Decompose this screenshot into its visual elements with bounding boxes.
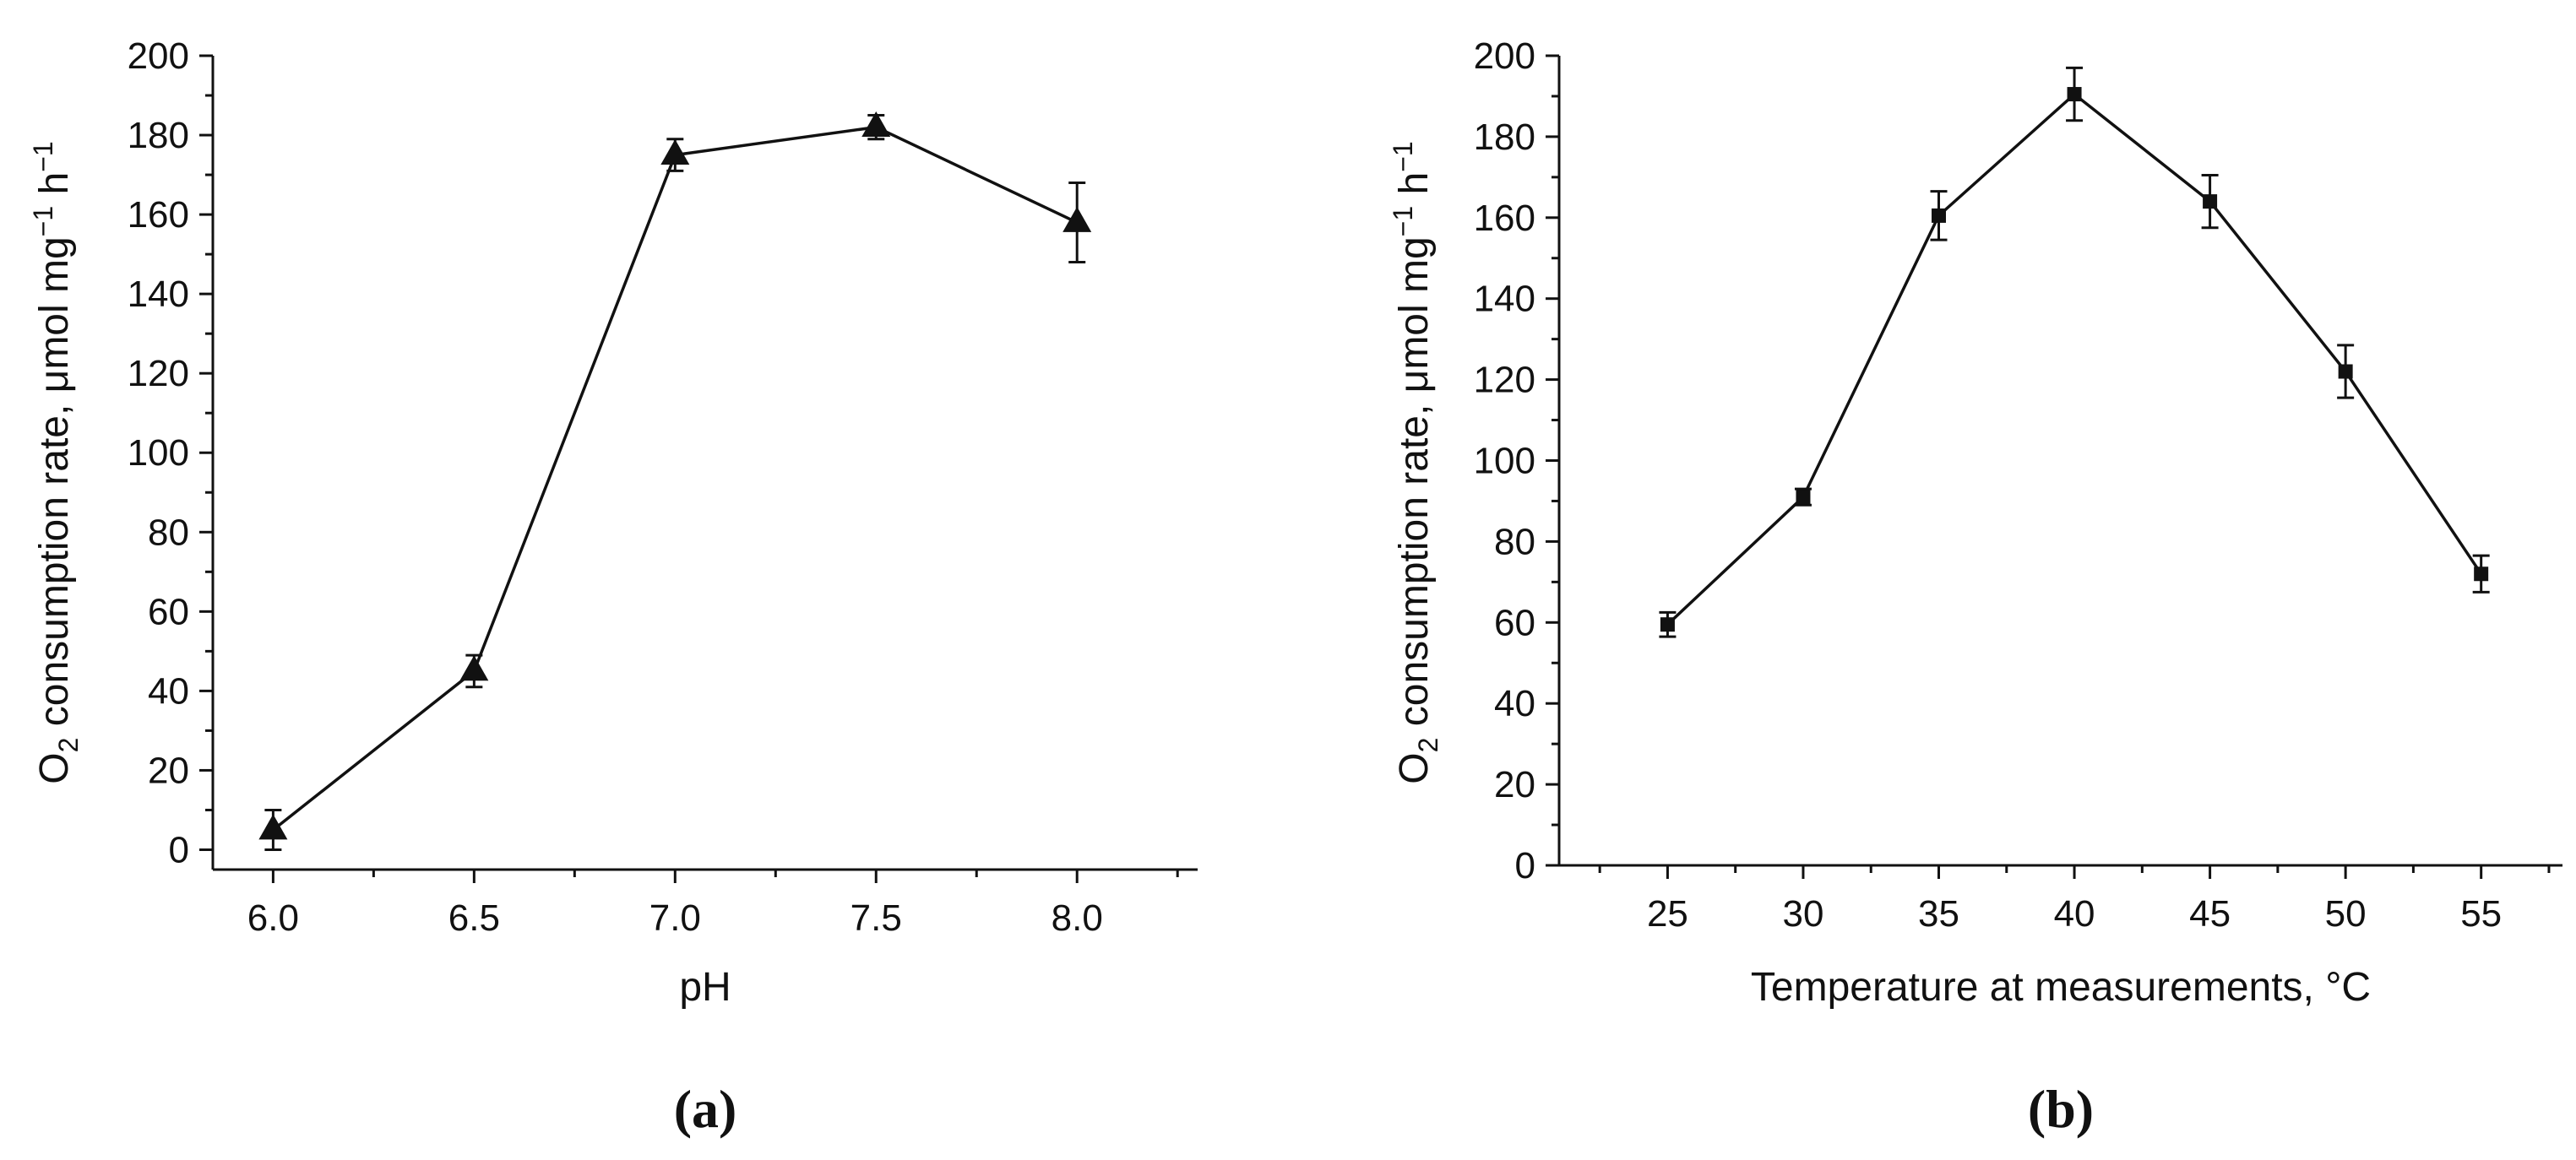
chart-panel-b: 0 20 40 60 80 100 120 140 160 180 200 25 30 35 40 45 50 5…: [1388, 35, 2562, 1139]
y-axis-title-part: 2: [1413, 738, 1443, 753]
y-axis-title-part: −1: [28, 206, 58, 236]
y-tick-label: 20: [1494, 764, 1535, 805]
y-axis-title: O2 consumption rate, μmol mg−1 h−1: [1388, 141, 1443, 783]
y-axis-title-part: h: [32, 172, 77, 206]
x-tick-label: 7.5: [851, 897, 902, 939]
x-tick-label: 25: [1647, 893, 1688, 935]
data-point: [459, 655, 489, 681]
x-tick-label: 55: [2460, 893, 2502, 935]
y-axis-title-part: O: [32, 752, 77, 783]
y-tick-label: 60: [148, 591, 189, 632]
y-tick-label: 100: [128, 432, 189, 474]
y-axis-title: O2 consumption rate, μmol mg−1 h−1: [28, 141, 84, 783]
x-axis-title: pH: [679, 965, 731, 1010]
x-tick-label: 50: [2325, 893, 2367, 935]
x-axis-title: Temperature at measurements, °C: [1751, 965, 2371, 1010]
y-tick-label: 140: [128, 274, 189, 315]
x-tick-label: 6.5: [448, 897, 500, 939]
x-tick-label: 45: [2189, 893, 2231, 935]
x-tick-label: 8.0: [1052, 897, 1103, 939]
data-point: [2338, 364, 2353, 379]
y-axis-title-part: −1: [1388, 206, 1418, 236]
y-tick-label: 180: [128, 115, 189, 156]
series-line: [1666, 92, 2483, 626]
y-axis-title-part: consumption rate, μmol mg: [32, 236, 77, 737]
x-tick-label: 40: [2054, 893, 2095, 935]
data-point: [1062, 206, 1092, 232]
x-tick-label: 6.0: [247, 897, 299, 939]
y-tick-label: 140: [1474, 279, 1535, 320]
data-point: [1660, 617, 1675, 632]
y-tick-label: 0: [169, 829, 189, 870]
y-tick-label: 200: [1474, 35, 1535, 77]
data-point: [660, 138, 690, 165]
data-point: [1932, 208, 1947, 223]
panel-label: (a): [674, 1079, 737, 1139]
y-axis-title-part: O: [1392, 752, 1437, 783]
y-axis-title-part: h: [1392, 172, 1437, 206]
data-point: [258, 814, 288, 840]
data-point: [1796, 490, 1811, 505]
series-line: [272, 125, 1078, 832]
y-tick-label: 20: [148, 750, 189, 791]
y-tick-label: 100: [1474, 441, 1535, 482]
y-tick-label: 80: [148, 512, 189, 553]
y-axis-title-part: consumption rate, μmol mg: [1392, 236, 1437, 737]
data-point: [2474, 566, 2489, 582]
y-tick-label: 160: [1474, 198, 1535, 239]
y-tick-label: 60: [1494, 602, 1535, 643]
chart-panel-a: 0 20 40 60 80 100 120 140 160 180 200 6.0 6.5 7.0 7.5 8…: [28, 35, 1198, 1139]
y-tick-label: 0: [1515, 845, 1535, 886]
y-tick-label: 160: [128, 194, 189, 236]
y-tick-label: 180: [1474, 117, 1535, 158]
x-tick-label: 7.0: [649, 897, 701, 939]
data-point: [2203, 194, 2218, 209]
x-tick-label: 30: [1782, 893, 1823, 935]
x-tick-label: 35: [1918, 893, 1959, 935]
y-tick-label: 120: [1474, 360, 1535, 401]
data-point: [2067, 87, 2082, 102]
y-axis-title-part: −1: [28, 141, 58, 171]
y-tick-label: 80: [1494, 521, 1535, 562]
y-tick-label: 120: [128, 353, 189, 394]
y-axis-title-part: 2: [53, 738, 84, 753]
y-tick-label: 40: [148, 670, 189, 712]
data-point: [861, 111, 891, 138]
y-tick-label: 200: [128, 35, 189, 77]
y-tick-label: 40: [1494, 683, 1535, 724]
panel-label: (b): [2028, 1079, 2094, 1139]
y-axis-title-part: −1: [1388, 141, 1418, 171]
